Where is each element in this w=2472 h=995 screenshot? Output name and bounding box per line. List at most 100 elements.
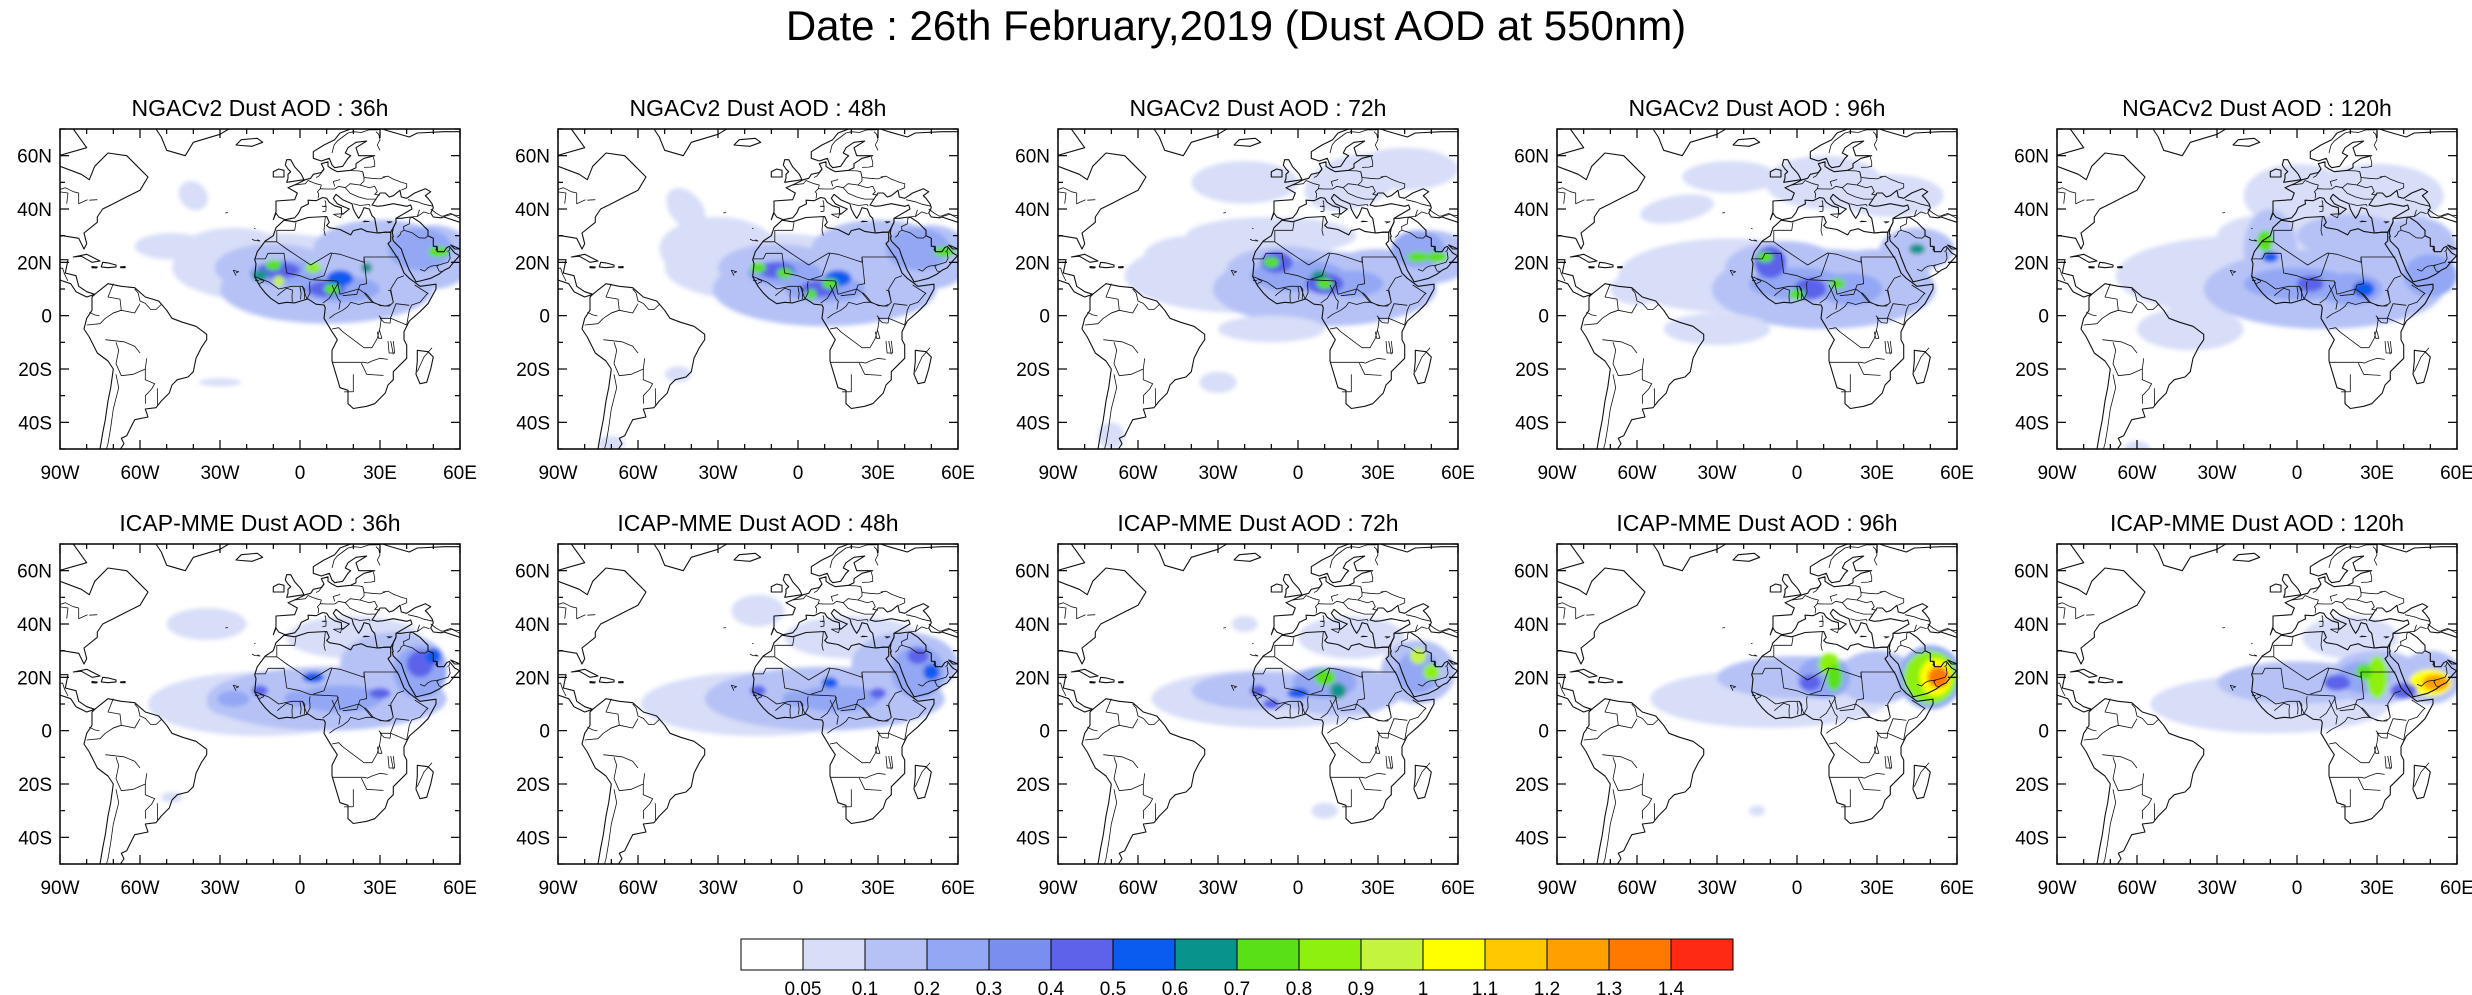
panel-title: NGACv2 Dust AOD : 120h: [2122, 95, 2392, 121]
lon-tick-label: 30W: [698, 878, 737, 899]
lat-tick-label: 20S: [2015, 360, 2049, 381]
lon-tick-label: 30W: [1697, 878, 1736, 899]
aod-patch: [782, 690, 814, 707]
lon-tick-label: 0: [1293, 463, 1304, 484]
lon-tick-label: 30E: [1361, 878, 1395, 899]
lat-tick-label: 0: [2038, 307, 2049, 328]
aod-patch: [907, 648, 929, 664]
lat-tick-label: 20N: [2014, 668, 2049, 689]
lat-tick-label: 20N: [1015, 668, 1050, 689]
panel-title: NGACv2 Dust AOD : 48h: [630, 95, 887, 121]
lon-tick-label: 60W: [1617, 463, 1656, 484]
map-panel-r2c3: ICAP-MME Dust AOD : 72h 90W 60W 30W 0 30E 60E 6…: [1015, 510, 1475, 899]
lon-tick-label: 60W: [618, 878, 657, 899]
lat-tick-label: 40S: [516, 828, 550, 849]
lon-tick-label: 90W: [2037, 463, 2076, 484]
lat-tick-label: 40N: [17, 615, 52, 636]
lon-tick-label: 0: [295, 463, 306, 484]
aod-patch: [1663, 313, 1771, 345]
lon-tick-label: 0: [1293, 878, 1304, 899]
colorbar: 0.05 0.1 0.2 0.3 0.4 0.5 0.6 0.7 0.8 0.9 1 1.1 1.2 1.…: [740, 938, 1734, 995]
colorbar-label: 0.1: [852, 979, 878, 995]
lat-tick-label: 20S: [516, 775, 550, 796]
lat-tick-label: 20S: [18, 360, 52, 381]
lon-tick-label: 60E: [443, 878, 477, 899]
lat-tick-label: 40S: [18, 828, 52, 849]
aod-patch: [1829, 278, 1845, 289]
aod-patch: [2257, 230, 2273, 252]
map-panel-r2c2: ICAP-MME Dust AOD : 48h 90W 60W 30W 0 30E 60E 6…: [515, 510, 975, 899]
aod-patch: [1410, 648, 1426, 664]
aod-patch: [265, 259, 282, 271]
map-panel-r1c3: NGACv2 Dust AOD : 72h 90W 60W 30W 0 30E 60E 60N…: [1015, 95, 1475, 484]
lat-tick-label: 40S: [1016, 828, 1050, 849]
aod-patch: [369, 688, 391, 699]
lon-tick-label: 30W: [1697, 463, 1736, 484]
colorbar-label: 1.1: [1472, 979, 1498, 995]
aod-patch: [302, 672, 324, 683]
lon-tick-label: 60E: [941, 463, 975, 484]
colorbar-swatch: [1608, 938, 1672, 971]
colorbar-swatch: [1670, 938, 1734, 971]
lon-tick-label: 60W: [618, 463, 657, 484]
panel-title: ICAP-MME Dust AOD : 72h: [1117, 510, 1398, 536]
lon-tick-label: 90W: [40, 463, 79, 484]
aod-patch: [598, 435, 625, 449]
lat-tick-label: 0: [539, 307, 550, 328]
lon-tick-label: 30E: [2360, 463, 2394, 484]
aod-patch: [2366, 656, 2388, 699]
panel-title: ICAP-MME Dust AOD : 48h: [617, 510, 898, 536]
lat-tick-label: 0: [41, 722, 52, 743]
colorbar-label: 0.8: [1286, 979, 1312, 995]
lon-tick-label: 30W: [2197, 463, 2236, 484]
lon-tick-label: 30E: [2360, 878, 2394, 899]
aod-patch: [1799, 674, 1821, 691]
lat-tick-label: 60N: [1015, 147, 1050, 168]
lat-tick-label: 40N: [2014, 200, 2049, 221]
lat-tick-label: 20N: [515, 668, 550, 689]
aod-patch: [731, 594, 785, 627]
lat-tick-label: 40N: [1015, 200, 1050, 221]
lat-tick-label: 60N: [2014, 147, 2049, 168]
lon-tick-label: 30W: [200, 463, 239, 484]
lat-tick-label: 40N: [1015, 615, 1050, 636]
aod-patch: [664, 366, 692, 383]
map-panel-r2c4: ICAP-MME Dust AOD : 96h 90W 60W 30W 0 30E 60E 6…: [1514, 510, 1974, 899]
lon-tick-label: 90W: [1038, 463, 1077, 484]
panel-title: NGACv2 Dust AOD : 72h: [1130, 95, 1387, 121]
lon-tick-label: 60E: [2440, 463, 2472, 484]
aod-patch: [388, 227, 452, 271]
aod-patch: [1287, 688, 1309, 699]
aod-patch: [134, 233, 210, 260]
lat-tick-label: 20S: [1016, 360, 1050, 381]
lat-tick-label: 20S: [1016, 775, 1050, 796]
panel-title: ICAP-MME Dust AOD : 120h: [2110, 510, 2404, 536]
lat-tick-label: 0: [539, 722, 550, 743]
aod-patch: [2422, 674, 2449, 691]
lat-tick-label: 40S: [516, 413, 550, 434]
figure-title: Date : 26th February,2019 (Dust AOD at 5…: [785, 2, 1687, 49]
panel-title: NGACv2 Dust AOD : 36h: [132, 95, 389, 121]
dust-aod-field: [2115, 163, 2457, 449]
lat-tick-label: 40S: [2015, 828, 2049, 849]
lon-tick-label: 30E: [363, 878, 397, 899]
lon-tick-label: 60W: [1617, 878, 1656, 899]
colorbar-swatch: [1112, 938, 1176, 971]
lat-tick-label: 0: [1538, 722, 1549, 743]
colorbar-swatch: [1050, 938, 1114, 971]
lat-tick-label: 40S: [2015, 413, 2049, 434]
lat-tick-label: 40S: [1515, 413, 1549, 434]
lat-tick-label: 60N: [1514, 147, 1549, 168]
lon-tick-label: 30E: [1361, 463, 1395, 484]
aod-patch: [1837, 650, 1917, 704]
aod-patch: [1640, 194, 1714, 224]
colorbar-swatch: [1484, 938, 1548, 971]
lat-tick-label: 40N: [515, 200, 550, 221]
dust-aod-field: [598, 187, 958, 449]
lon-tick-label: 60W: [1118, 878, 1157, 899]
aod-patch: [1263, 698, 1280, 710]
lat-tick-label: 40S: [18, 413, 52, 434]
lon-tick-label: 90W: [538, 878, 577, 899]
colorbar-label: 1.3: [1596, 979, 1622, 995]
